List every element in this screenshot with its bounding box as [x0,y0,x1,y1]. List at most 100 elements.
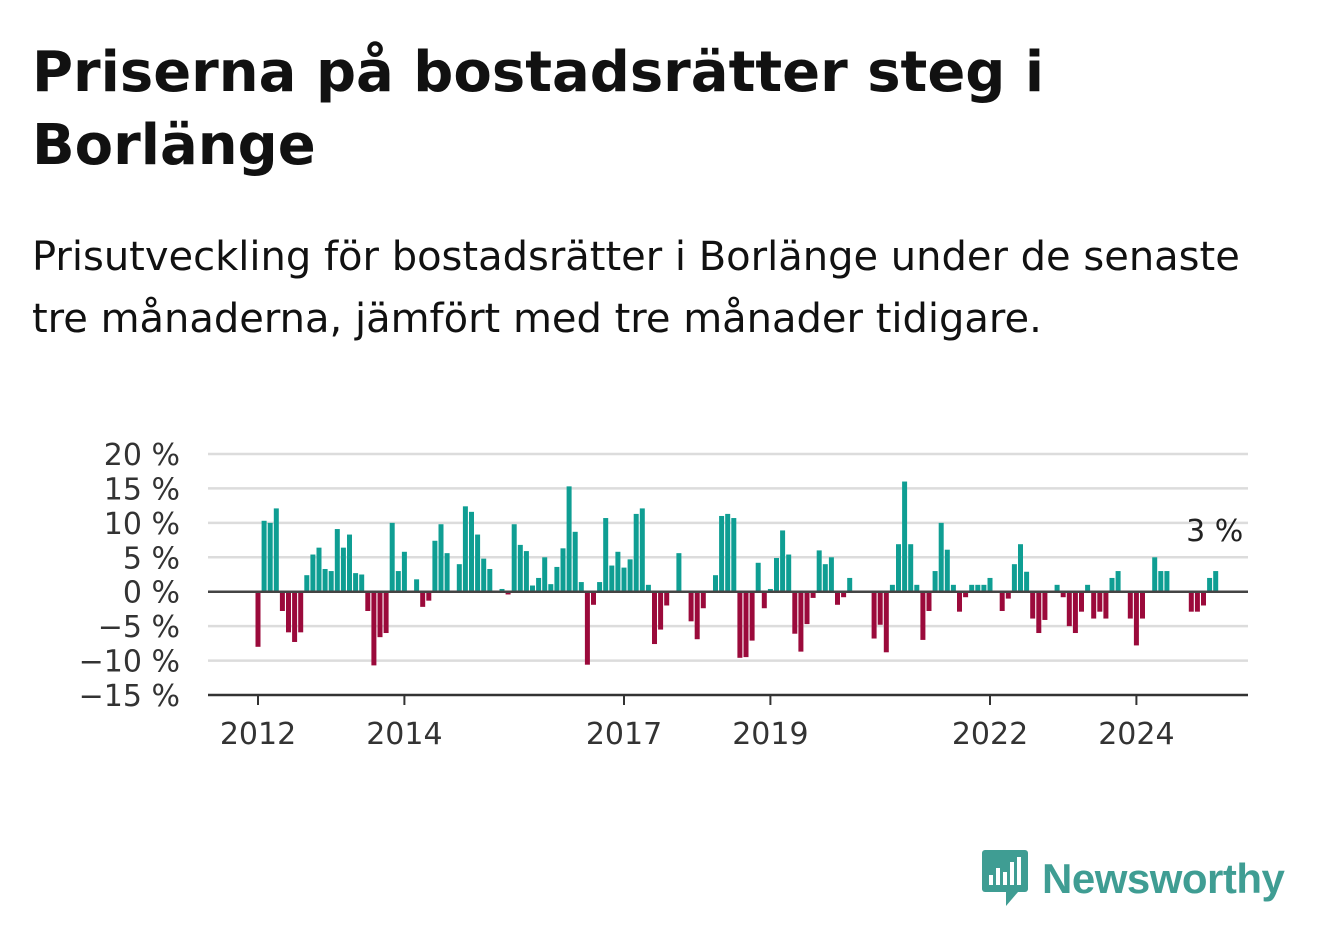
bar [554,566,560,592]
brand-name: Newsworthy [1042,855,1285,902]
bar [273,508,279,592]
bar [871,591,877,639]
bar [298,591,304,633]
bar [816,550,822,592]
bar [1091,591,1097,619]
bar [914,584,920,592]
bar [908,544,914,592]
bar [511,524,517,592]
bar [804,591,810,625]
bar [383,591,389,634]
bar [261,520,267,592]
bar [389,522,395,592]
bars [255,481,1219,666]
bar [938,522,944,592]
bar [798,591,804,652]
bar [1207,577,1213,592]
bar [810,591,816,598]
bar [761,591,767,609]
bar [505,591,511,595]
bar [584,591,590,665]
bar [1188,591,1194,612]
bar [652,591,657,645]
bar [969,584,975,592]
bar [469,511,474,592]
bar [1097,591,1103,612]
bar [292,591,298,642]
bar [719,515,725,592]
bar [1072,591,1078,634]
bar [523,551,529,592]
bar [566,486,572,592]
bar [713,575,718,592]
bar [1079,591,1084,612]
y-tick-label: −5 % [98,610,180,645]
bar [1042,591,1048,620]
bar [1164,571,1170,592]
bar [963,591,969,598]
bar [1213,571,1219,592]
bar [1018,544,1023,592]
bar [591,591,596,605]
bar [536,577,542,592]
bar [438,524,444,592]
y-tick-label: 10 % [104,507,180,542]
bar [542,557,548,592]
bar [877,591,883,625]
last-value-label: 3 % [1186,514,1243,549]
bar [414,579,420,592]
bar [774,557,779,592]
bar [1127,591,1133,619]
bar [1005,591,1011,599]
bar [487,568,493,592]
bar [786,554,792,592]
bar [725,513,731,592]
bar [359,574,365,592]
bar [700,591,706,609]
chart-subtitle: Prisutveckling för bostadsrätter i Borlä… [32,234,1240,342]
bar [1140,591,1145,619]
bar [304,575,310,592]
bar [920,591,926,640]
bar [926,591,932,611]
bar [1085,584,1091,592]
bar [1133,591,1139,646]
axes [208,590,1248,697]
bar [334,529,340,592]
bar [572,531,578,592]
bar [1066,591,1072,627]
bar [420,591,426,607]
x-tick-label: 2017 [586,717,662,752]
bar-chart: 20 %15 %10 %5 %0 %−5 %−10 %−15 % 2012 201… [79,438,1248,752]
bar [694,591,700,640]
bar [353,573,359,592]
bar [517,544,523,592]
bar [1103,591,1109,619]
bar [530,585,535,592]
chart-title: Priserna på bostadsrätter steg i Borläng… [32,40,1045,178]
y-tick-label: −15 % [79,679,180,714]
x-tick-label: 2019 [732,717,808,752]
bar [1152,557,1158,592]
bar [688,591,694,622]
bar [676,553,682,592]
bar [792,591,798,634]
bar [609,565,615,592]
bar [267,522,273,592]
bar [365,591,371,611]
bar [1115,571,1121,592]
bar [615,551,621,592]
x-tick-label: 2014 [366,717,442,752]
bar [957,591,962,612]
bar [950,584,956,592]
bar [664,591,670,606]
bar [426,591,432,601]
bar [1158,571,1164,592]
bar [1036,591,1042,634]
bar [780,530,786,592]
bar [896,544,901,592]
bar [255,591,261,647]
brand: Newsworthy [980,848,1285,910]
bar [841,591,847,598]
bar [932,571,938,592]
